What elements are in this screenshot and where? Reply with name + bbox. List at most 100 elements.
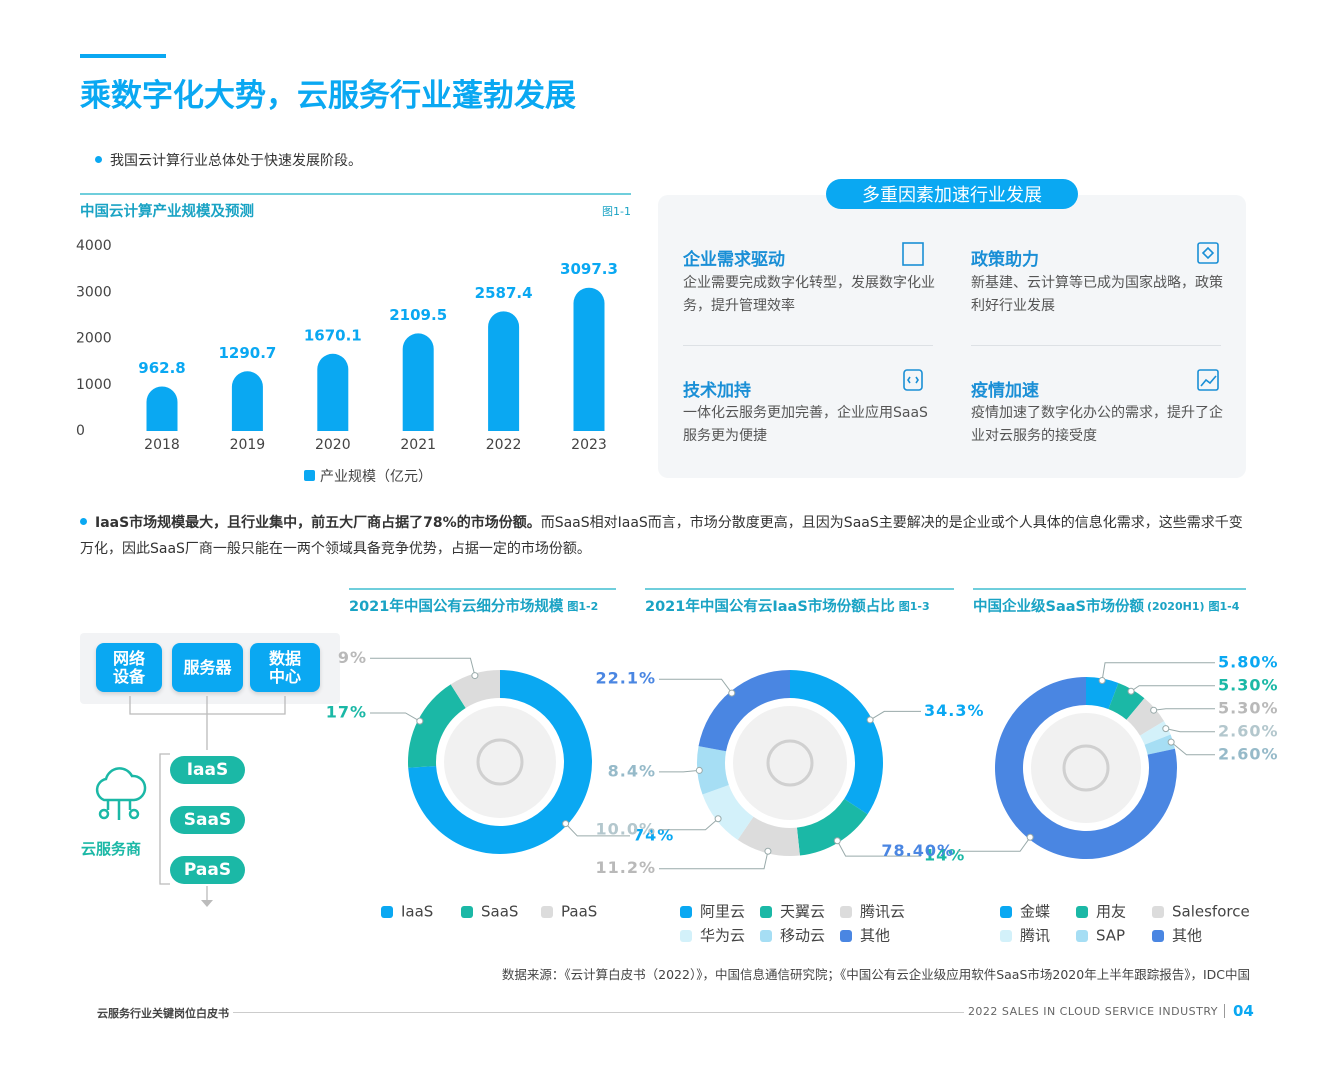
- divider: [971, 345, 1221, 346]
- legend-swatch: [760, 930, 772, 942]
- icons: [902, 242, 1219, 391]
- donut-slice: [1086, 677, 1119, 710]
- donut-center: [1031, 713, 1141, 823]
- icon: [106, 800, 132, 820]
- data-label: 3097.3: [560, 260, 618, 278]
- legend-label: SaaS: [481, 903, 518, 921]
- leader-dot: [1150, 706, 1158, 714]
- leader-line: [370, 657, 476, 676]
- donut-center: [733, 706, 847, 820]
- leader-dot: [1127, 687, 1135, 695]
- leader-line: [659, 851, 769, 870]
- data-label: 1290.7: [218, 344, 276, 362]
- data-label: 11.2%: [595, 858, 656, 877]
- data-label: 22.1%: [595, 669, 656, 688]
- leader-dot: [471, 672, 479, 680]
- y-tick-label: 3000: [76, 284, 112, 300]
- x-tick-label: 2021: [400, 437, 436, 453]
- legend-swatch: [840, 930, 852, 942]
- icon: [907, 376, 919, 384]
- bar: [402, 333, 434, 431]
- x-tick-label: 2019: [230, 437, 266, 453]
- factor-title: 技术加持: [683, 381, 751, 401]
- figure-label: 图1-2: [567, 600, 598, 613]
- center-icon: [1062, 744, 1110, 792]
- data-label: 17%: [326, 702, 367, 721]
- factor-text: 一体化云服务更加完善，企业应用SaaS服务更为便捷: [683, 405, 928, 444]
- donut-slice: [698, 670, 790, 752]
- data-label: 5.80%: [1218, 652, 1279, 671]
- legend-swatch: [541, 906, 553, 918]
- y-tick-label: 4000: [76, 238, 112, 254]
- data-label: 2587.4: [475, 284, 533, 302]
- figure-label: 图1-4: [1209, 600, 1240, 613]
- page-title: 乘数字化大势，云服务行业蓬勃发展: [80, 78, 576, 114]
- chart-title-text: 2021年中国公有云IaaS市场份额占比: [645, 597, 895, 615]
- data-label: 8.4%: [608, 761, 656, 780]
- legend-swatch: [381, 906, 393, 918]
- icon: [902, 242, 924, 266]
- cloud-icon: [95, 767, 147, 820]
- chart-title: 2021年中国公有云细分市场规模 图1-2: [349, 597, 598, 615]
- leader-dot: [1162, 725, 1170, 733]
- chart-title-text: 2021年中国公有云细分市场规模: [349, 597, 564, 615]
- footer-rule: [97, 1012, 1222, 1013]
- legend-swatch: [840, 906, 852, 918]
- leader-dot: [714, 815, 722, 823]
- leader-dot: [1098, 676, 1106, 684]
- factor-text: 疫情加速了数字化办公的需求，提升了企业对云服务的接受度: [971, 405, 1223, 444]
- legend-swatch: [680, 930, 692, 942]
- legend-swatch: [1152, 906, 1164, 918]
- donut-slice: [697, 746, 729, 795]
- legend-label: 天翼云: [780, 903, 825, 921]
- leader-dot: [833, 837, 841, 845]
- provider-label: 云服务商: [81, 840, 142, 858]
- icon: [1201, 246, 1215, 260]
- chart-title: 中国企业级SaaS市场份额 (2020H1) 图1-4: [973, 597, 1240, 615]
- factor-text: 新基建、云计算等已成为国家战略，政策利好行业发展: [971, 275, 1223, 314]
- factor-title: 疫情加速: [971, 381, 1039, 401]
- legend-swatch: [1000, 906, 1012, 918]
- leader-line: [1101, 662, 1215, 681]
- leader-line: [1170, 741, 1215, 756]
- page-number: 04: [1233, 1002, 1254, 1020]
- divider: [683, 345, 933, 346]
- bullet-bold: IaaS市场规模最大，且行业集中，前五大厂商占据了78%的市场份额。: [80, 515, 541, 531]
- legend-label: 产业规模（亿元）: [320, 469, 432, 485]
- leader-line: [869, 710, 921, 721]
- center-icon: [766, 739, 814, 787]
- donut-center: [444, 706, 556, 818]
- leader-dot: [695, 766, 703, 774]
- leader-line: [565, 823, 630, 837]
- data-label: 78.40%: [881, 841, 954, 860]
- legend-label: 金蝶: [1020, 903, 1050, 921]
- diagram-node: 网络设备: [96, 643, 162, 692]
- connector: [129, 696, 286, 750]
- donut-slice: [702, 785, 754, 840]
- leader-dot: [562, 820, 570, 828]
- y-tick-label: 0: [76, 423, 85, 439]
- footer-right: 2022 SALES IN CLOUD SERVICE INDUSTRY: [963, 1005, 1224, 1018]
- legend-label: 腾讯云: [860, 903, 905, 921]
- legend-label: 阿里云: [700, 903, 745, 921]
- factor-title: 企业需求驱动: [683, 250, 785, 270]
- leader-dot: [728, 689, 736, 697]
- x-tick-label: 2023: [571, 437, 607, 453]
- y-tick-label: 2000: [76, 331, 112, 347]
- donut-slice: [1108, 682, 1145, 720]
- legend-label: 其他: [860, 927, 890, 945]
- bar: [488, 311, 520, 431]
- factors-title: 多重因素加速行业发展: [826, 179, 1078, 209]
- donut-slice: [408, 684, 466, 768]
- diagram-node: 数据中心: [250, 643, 320, 692]
- donut-slice: [1126, 698, 1165, 736]
- legend-label: 华为云: [700, 927, 745, 945]
- layer-pill: SaaS: [170, 806, 245, 834]
- chart-title: 中国云计算产业规模及预测: [80, 202, 254, 220]
- data-label: 2.60%: [1218, 744, 1279, 763]
- chart-subtitle: (2020H1): [1147, 600, 1205, 613]
- leader-line: [370, 712, 421, 722]
- factor-title: 政策助力: [971, 250, 1039, 270]
- layer-pill: IaaS: [170, 756, 245, 784]
